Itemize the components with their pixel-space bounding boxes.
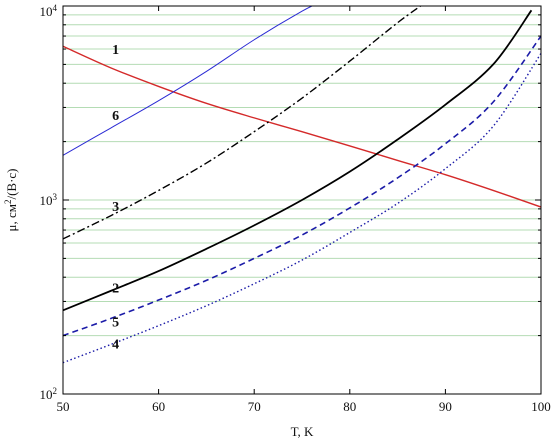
series-labels: 1 6 3 2 5 4 xyxy=(112,43,119,353)
series-5-label: 5 xyxy=(112,315,119,330)
series-3-label: 3 xyxy=(112,200,119,215)
series-4-line xyxy=(63,52,541,364)
x-tick-label: 80 xyxy=(343,399,356,414)
y-tick-label: 104 xyxy=(40,3,58,19)
y-tick-label: 102 xyxy=(40,386,58,402)
x-tick-label: 60 xyxy=(152,399,165,414)
series-1-label: 1 xyxy=(112,43,119,58)
x-tick-label: 90 xyxy=(439,399,452,414)
series-5-line xyxy=(63,35,541,337)
x-tick-label: 100 xyxy=(531,399,551,414)
grid-lines xyxy=(63,14,541,337)
series-lines xyxy=(63,6,541,364)
series-3-line xyxy=(63,6,422,240)
axis-ticks: 50 60 70 80 90 100 102 103 104 xyxy=(40,3,551,414)
y-tick-label: 103 xyxy=(40,192,58,208)
y-axis-label: μ, см2/(В·с) xyxy=(3,168,19,231)
x-axis-label: T, K xyxy=(291,424,314,439)
y-axis-label-base: μ, см xyxy=(4,204,19,231)
y-axis-label-rest: /(В·с) xyxy=(4,168,19,199)
series-6-line xyxy=(63,6,314,156)
y-axis-label-sup: 2 xyxy=(3,200,13,205)
series-2-label: 2 xyxy=(112,281,119,296)
x-tick-label: 50 xyxy=(57,399,70,414)
series-1-line xyxy=(63,45,541,208)
x-tick-label: 70 xyxy=(248,399,261,414)
series-6-label: 6 xyxy=(112,109,119,124)
series-4-label: 4 xyxy=(112,338,119,353)
series-2-line xyxy=(63,9,533,312)
